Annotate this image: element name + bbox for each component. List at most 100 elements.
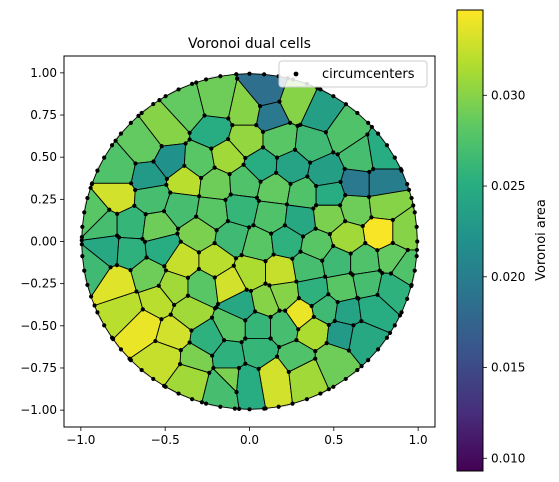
y-tick-label: 0.00	[30, 235, 57, 249]
circumcenter-point	[218, 74, 223, 79]
circumcenter-point	[114, 262, 120, 268]
circumcenter-point	[326, 322, 331, 328]
circumcenter-point	[243, 155, 248, 161]
circumcenter-point	[128, 268, 133, 273]
circumcenter-point	[332, 318, 337, 324]
circumcenter-point	[366, 120, 371, 125]
circumcenter-point	[216, 301, 221, 307]
circumcenter-point	[153, 338, 158, 344]
circumcenter-point	[212, 241, 217, 246]
voronoi-cell	[314, 342, 363, 390]
circumcenter-point	[405, 247, 410, 253]
circumcenter-point	[331, 94, 336, 99]
circumcenter-point	[263, 281, 268, 286]
colorbar-tick-label: 0.020	[491, 270, 525, 284]
circumcenter-point	[384, 143, 390, 148]
circumcenter-point	[178, 239, 183, 244]
colorbar-gradient	[456, 9, 484, 472]
circumcenter-point	[375, 292, 380, 297]
circumcenter-point	[314, 203, 319, 208]
circumcenter-point	[331, 150, 336, 155]
circumcenter-point	[241, 162, 246, 167]
circumcenter-point	[388, 271, 394, 276]
circumcenter-point	[414, 224, 419, 229]
circumcenter-point	[300, 234, 306, 239]
circumcenter-point	[203, 401, 209, 406]
circumcenter-point	[189, 328, 194, 333]
circumcenter-point	[134, 289, 139, 294]
circumcenter-point	[411, 203, 416, 208]
circumcenter-point	[243, 336, 248, 341]
circumcenter-point	[254, 195, 260, 200]
circumcenter-point	[187, 340, 192, 345]
colorbar-ticks: 0.030 0.025 0.020 0.015 0.010	[483, 88, 525, 465]
colorbar: 0.030 0.025 0.020 0.015 0.010 Voronoi area	[456, 9, 549, 472]
circumcenter-point	[331, 243, 336, 249]
circumcenter-point	[343, 376, 348, 382]
circumcenter-point	[274, 170, 279, 175]
circumcenter-point	[209, 146, 214, 151]
circumcenter-point	[210, 353, 215, 358]
circumcenter-point	[367, 169, 372, 175]
circumcenter-point	[109, 143, 115, 148]
circumcenter-point	[276, 404, 281, 409]
circumcenter-point	[88, 294, 94, 299]
circumcenter-point	[187, 130, 192, 135]
circumcenter-point	[338, 203, 343, 208]
circumcenter-point	[243, 318, 248, 323]
circumcenter-point	[254, 123, 259, 128]
circumcenter-point	[309, 303, 314, 309]
circumcenter-point	[324, 341, 329, 346]
circumcenter-point	[392, 155, 397, 160]
circumcenter-point	[415, 239, 420, 244]
circumcenter-point	[263, 259, 268, 264]
circumcenter-point	[271, 252, 276, 257]
circumcenter-point	[234, 390, 239, 395]
circumcenter-point	[313, 226, 318, 231]
circumcenter-point	[95, 310, 100, 315]
circumcenter-point	[390, 217, 395, 223]
circumcenter-point	[139, 110, 144, 116]
y-tick-label: 0.50	[30, 150, 57, 164]
circumcenter-point	[183, 141, 188, 146]
circumcenter-point	[294, 337, 299, 343]
circumcenter-point	[118, 131, 124, 136]
circumcenter-point	[113, 138, 118, 143]
circumcenter-point	[187, 137, 192, 142]
circumcenter-point	[209, 315, 215, 320]
circumcenter-point	[79, 234, 84, 240]
circumcenter-point	[318, 87, 323, 92]
y-tick-label: −0.25	[20, 277, 57, 291]
circumcenter-point	[196, 266, 202, 272]
circumcenter-point	[252, 309, 258, 314]
circumcenter-point	[168, 312, 173, 317]
circumcenter-point	[196, 194, 202, 199]
circumcenter-point	[257, 104, 263, 109]
circumcenter-point	[351, 323, 356, 328]
circumcenter-point	[207, 370, 212, 375]
circumcenter-point	[359, 364, 364, 369]
circumcenter-point	[102, 323, 107, 328]
legend-marker	[293, 71, 299, 77]
circumcenter-point	[412, 210, 417, 215]
circumcenter-point	[405, 296, 410, 301]
circumcenter-point	[387, 330, 393, 335]
circumcenter-point	[161, 209, 167, 214]
circumcenter-point	[151, 376, 156, 382]
circumcenter-point	[296, 296, 301, 301]
x-axis: −1.0 −0.5 0.0 0.5 1.0	[66, 427, 428, 447]
circumcenter-point	[346, 348, 351, 353]
circumcenter-point	[288, 181, 293, 186]
circumcenter-point	[365, 132, 370, 137]
circumcenter-point	[237, 406, 242, 411]
circumcenter-point	[140, 307, 145, 312]
circumcenter-point	[176, 87, 181, 92]
circumcenter-point	[296, 327, 301, 332]
circumcenter-point	[85, 195, 90, 201]
circumcenter-point	[133, 187, 138, 193]
circumcenter-point	[175, 231, 180, 236]
circumcenter-point	[298, 249, 303, 254]
circumcenter-point	[236, 365, 242, 371]
circumcenter-point	[230, 123, 235, 128]
circumcenter-point	[286, 369, 291, 375]
